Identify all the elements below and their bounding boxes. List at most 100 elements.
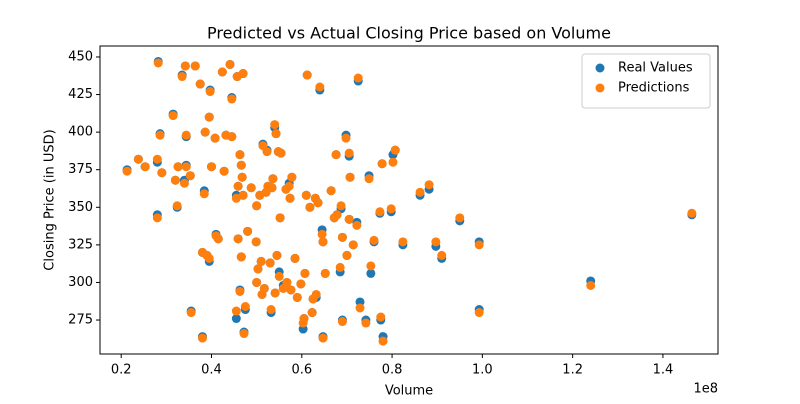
point	[337, 317, 347, 327]
point	[204, 253, 214, 263]
point	[233, 181, 243, 191]
point	[366, 261, 376, 271]
point	[197, 333, 207, 343]
point	[251, 237, 261, 247]
plot-frame	[99, 45, 719, 355]
point	[246, 183, 256, 193]
point	[271, 129, 281, 139]
point	[240, 301, 250, 311]
x-tick-label: 1.4	[653, 363, 674, 378]
point	[398, 237, 408, 247]
point	[253, 264, 263, 274]
point	[348, 240, 358, 250]
point	[256, 256, 266, 266]
point	[200, 127, 210, 137]
point	[173, 162, 183, 172]
point	[233, 234, 243, 244]
point	[272, 250, 282, 260]
point	[318, 333, 328, 343]
point	[455, 213, 465, 223]
y-tick-label: 400	[68, 125, 93, 140]
point	[190, 61, 200, 71]
point	[345, 172, 355, 182]
point	[177, 72, 187, 82]
point	[586, 280, 596, 290]
legend-label: Real Values	[618, 61, 693, 76]
point	[227, 94, 237, 104]
point	[185, 171, 195, 181]
point	[186, 308, 196, 318]
point	[332, 210, 342, 220]
point	[270, 288, 280, 298]
point	[231, 193, 241, 203]
point	[388, 157, 398, 167]
point	[157, 168, 167, 178]
point	[227, 132, 237, 142]
point	[437, 250, 447, 260]
point	[364, 174, 374, 184]
x-tick-label: 0.6	[291, 363, 312, 378]
point	[305, 202, 315, 212]
point	[195, 79, 205, 89]
point	[181, 162, 191, 172]
point	[285, 193, 295, 203]
point	[375, 207, 385, 217]
x-tick-label: 0.2	[111, 363, 132, 378]
point	[172, 201, 182, 211]
point	[133, 154, 143, 164]
point	[296, 279, 306, 289]
point	[235, 286, 245, 296]
point	[122, 166, 132, 176]
point	[238, 69, 248, 79]
point	[204, 112, 214, 122]
point	[335, 262, 345, 272]
point	[152, 213, 162, 223]
point	[262, 147, 272, 157]
point	[140, 162, 150, 172]
point	[344, 148, 354, 158]
point	[377, 159, 387, 169]
point	[225, 59, 235, 69]
y-tick-label: 325	[68, 237, 93, 252]
point	[207, 162, 217, 172]
point	[213, 234, 223, 244]
point	[313, 198, 323, 208]
y-tick-label: 275	[68, 313, 93, 328]
legend-marker	[595, 63, 605, 73]
point	[239, 329, 249, 339]
x-tick-label: 1.0	[472, 363, 493, 378]
x-offset-label: 1e8	[693, 382, 718, 397]
point	[236, 252, 246, 262]
point	[181, 130, 191, 140]
point	[376, 312, 386, 322]
point	[219, 166, 229, 176]
point	[320, 268, 330, 278]
point	[336, 201, 346, 211]
point	[307, 308, 317, 318]
y-tick-label: 350	[68, 200, 93, 215]
point	[236, 160, 246, 170]
point	[274, 271, 284, 281]
point	[237, 172, 247, 182]
y-tick-label: 425	[68, 87, 93, 102]
point	[474, 308, 484, 318]
x-tick-label: 0.8	[382, 363, 403, 378]
point	[205, 87, 215, 97]
point	[275, 213, 285, 223]
x-tick-label: 0.4	[201, 363, 222, 378]
point	[252, 201, 262, 211]
point	[369, 235, 379, 245]
y-tick-label: 450	[68, 49, 93, 64]
chart-title: Predicted vs Actual Closing Price based …	[207, 24, 611, 43]
y-axis-label: Closing Price (in USD)	[43, 129, 58, 270]
point	[268, 174, 278, 184]
point	[282, 277, 292, 287]
legend-label: Predictions	[618, 81, 690, 96]
point	[210, 133, 220, 143]
point	[301, 190, 311, 200]
point	[386, 204, 396, 214]
point	[361, 318, 371, 328]
point	[252, 277, 262, 287]
point	[344, 214, 354, 224]
point	[317, 229, 327, 239]
